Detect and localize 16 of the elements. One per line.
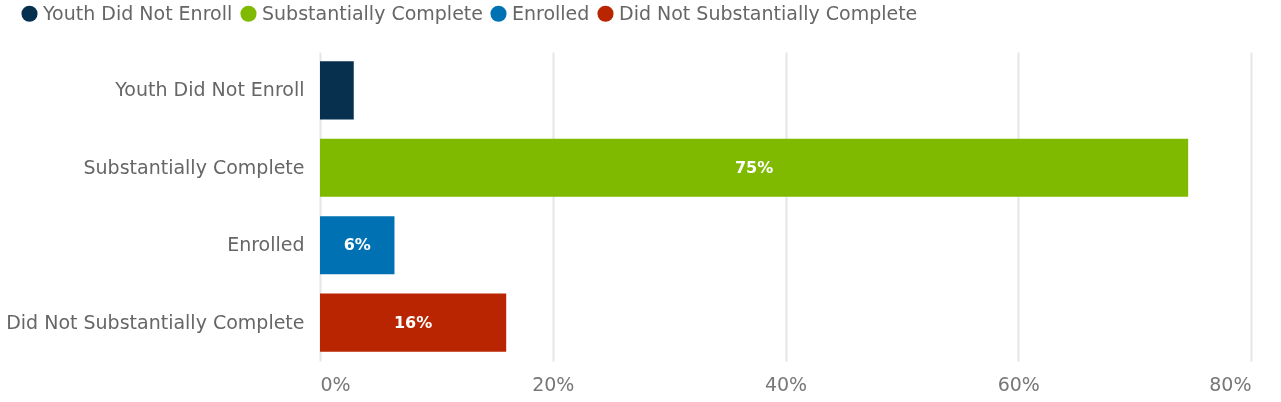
data-label: 16% bbox=[393, 312, 433, 332]
x-tick-label: 80% bbox=[1209, 372, 1252, 395]
x-tick-label: 40% bbox=[764, 372, 808, 395]
x-tick-label: 0% bbox=[320, 372, 351, 395]
data-label: 6% bbox=[343, 235, 371, 255]
data-label: 75% bbox=[734, 157, 774, 177]
y-tick-label: Enrolled bbox=[227, 233, 305, 256]
legend-label: Enrolled bbox=[512, 1, 590, 24]
legend-label: Substantially Complete bbox=[262, 1, 483, 24]
x-tick-label: 20% bbox=[532, 372, 575, 395]
y-tick-label: Youth Did Not Enroll bbox=[114, 78, 305, 101]
legend-label: Youth Did Not Enroll bbox=[42, 1, 233, 24]
legend-label: Did Not Substantially Complete bbox=[619, 1, 918, 24]
y-tick-label: Did Not Substantially Complete bbox=[6, 310, 305, 333]
x-tick-label: 60% bbox=[997, 372, 1040, 395]
y-tick-label: Substantially Complete bbox=[83, 155, 305, 178]
